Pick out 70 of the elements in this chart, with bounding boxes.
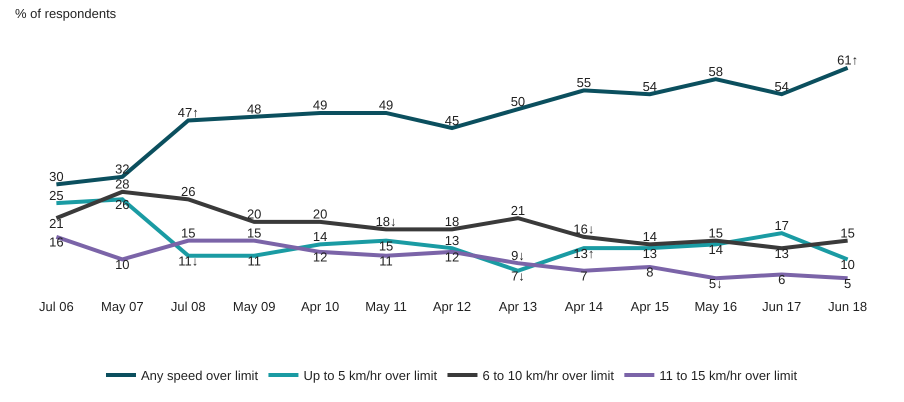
- data-label: 28: [115, 176, 130, 192]
- data-label: 15: [840, 225, 855, 240]
- data-label: 13↑: [573, 246, 594, 261]
- x-tick-label: May 16: [694, 299, 738, 314]
- data-label: 16↓: [573, 222, 594, 237]
- data-label: 13: [444, 232, 460, 248]
- data-label: 54: [774, 78, 789, 94]
- data-label: 49: [378, 98, 394, 113]
- x-tick-label: Apr 14: [564, 299, 604, 314]
- data-label: 25: [49, 188, 64, 203]
- data-label: 7: [580, 268, 588, 284]
- data-label: 30: [49, 169, 64, 184]
- data-label: 49: [312, 98, 328, 113]
- x-tick-label: Apr 13: [498, 299, 538, 314]
- data-label: 10: [115, 257, 130, 272]
- data-label: 20: [246, 206, 262, 222]
- data-label: 11: [379, 253, 393, 268]
- data-label: 55: [576, 75, 592, 90]
- data-label: 11: [247, 253, 261, 268]
- legend-label: 11 to 15 km/hr over limit: [659, 368, 798, 384]
- x-tick-label: May 11: [365, 299, 407, 314]
- data-label: 18↓: [376, 214, 397, 230]
- data-label: 15: [246, 225, 262, 240]
- data-label: 21: [510, 202, 526, 218]
- data-label: 11↓: [178, 253, 198, 268]
- data-label: 5↓: [708, 276, 723, 291]
- legend-label: 6 to 10 km/hr over limit: [482, 368, 614, 384]
- x-tick-label: Jul 06: [39, 299, 74, 314]
- data-label: 10: [840, 257, 855, 272]
- data-label: 15: [181, 225, 196, 240]
- data-label: 61↑: [837, 52, 858, 68]
- data-label: 58: [708, 64, 723, 79]
- data-label: 14: [642, 229, 658, 244]
- data-label: 12: [312, 250, 328, 265]
- data-label: 15: [708, 225, 723, 240]
- data-label: 8: [646, 264, 654, 280]
- data-label: 50: [510, 94, 526, 109]
- data-label: 5: [844, 276, 852, 291]
- x-tick-label: Jun 17: [762, 299, 802, 314]
- data-label: 9↓: [511, 248, 525, 263]
- data-label: 26: [181, 184, 196, 200]
- data-label: 21: [49, 216, 64, 231]
- data-label: 16: [49, 234, 64, 250]
- data-label: 14: [708, 242, 723, 258]
- data-label: 17: [774, 218, 789, 233]
- data-label: 7↓: [511, 268, 525, 284]
- x-tick-label: Apr 10: [300, 299, 340, 314]
- data-label: 14: [312, 229, 328, 244]
- data-label: 12: [444, 250, 460, 265]
- data-label: 18: [444, 214, 460, 230]
- legend-label: Up to 5 km/hr over limit: [303, 368, 438, 384]
- x-tick-label: Apr 12: [432, 299, 472, 314]
- data-label: 13: [642, 246, 658, 261]
- data-label: 45: [444, 112, 460, 128]
- data-label: 48: [246, 101, 262, 116]
- data-label: 6: [778, 272, 786, 288]
- data-label: 47↑: [178, 105, 199, 120]
- data-label: 15: [378, 238, 394, 254]
- x-tick-label: Jun 18: [828, 299, 868, 314]
- data-label: 26: [115, 197, 130, 212]
- x-tick-label: May 09: [232, 299, 276, 314]
- data-label: 20: [312, 206, 328, 222]
- data-label: 32: [115, 162, 130, 177]
- data-label: 54: [642, 78, 658, 94]
- data-label: 13: [774, 246, 789, 261]
- legend-label: Any speed over limit: [141, 368, 258, 384]
- x-tick-label: May 07: [100, 299, 144, 314]
- x-tick-label: Apr 15: [630, 299, 669, 314]
- x-tick-label: Jul 08: [170, 299, 206, 314]
- y-axis-title: % of respondents: [15, 6, 117, 21]
